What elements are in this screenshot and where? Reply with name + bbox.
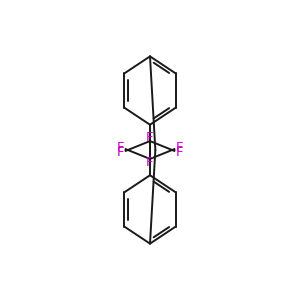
Text: F: F: [146, 131, 154, 144]
Text: F: F: [116, 141, 124, 154]
Text: F: F: [146, 156, 154, 169]
Text: F: F: [176, 146, 184, 159]
Text: F: F: [176, 141, 184, 154]
Text: F: F: [116, 146, 124, 159]
